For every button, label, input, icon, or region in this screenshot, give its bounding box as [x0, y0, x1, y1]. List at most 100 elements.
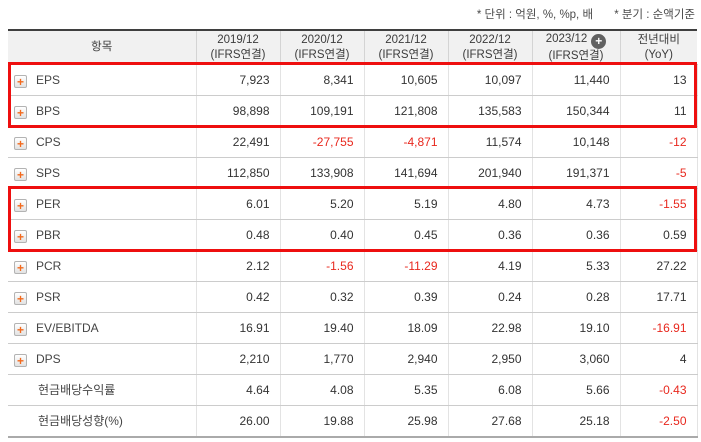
value-cell: 5.33 — [531, 250, 620, 282]
value-cell: 5.35 — [363, 374, 448, 406]
column-header--: 전년대비 (YoY) — [619, 30, 697, 65]
column-header-line2: (IFRS연결) — [210, 48, 266, 61]
value-cell: 2,210 — [195, 343, 280, 375]
value-cell: 10,605 — [363, 64, 448, 96]
plus-expand-icon[interactable]: + — [14, 199, 27, 212]
header-row: 항목 2019/12 (IFRS연결) 2020/12 (IFRS연결) 2021/12… — [8, 30, 697, 65]
column-header-line1: 2023/12 — [545, 32, 588, 45]
value-cell: 135,583 — [447, 95, 532, 127]
value-cell: 5.19 — [363, 188, 448, 220]
value-cell: 0.42 — [195, 281, 280, 313]
value-cell: -0.43 — [619, 374, 698, 406]
table-row: + PER 6.01 5.20 5.19 4.80 4.73 -1.55 — [8, 188, 698, 220]
value-cell: 4.08 — [279, 374, 364, 406]
financial-ratio-table: 항목 2019/12 (IFRS연결) 2020/12 (IFRS연결) 2021/12… — [8, 29, 698, 438]
row-label: EPS — [36, 73, 61, 87]
value-cell: 0.36 — [447, 219, 532, 251]
value-cell: 133,908 — [279, 157, 364, 189]
value-cell: 25.18 — [531, 405, 620, 438]
value-cell: 0.48 — [195, 219, 280, 251]
value-cell: 0.36 — [531, 219, 620, 251]
row-label: 현금배당수익률 — [38, 383, 116, 397]
table-row: + SPS 112,850 133,908 141,694 201,940 191,371-… — [8, 157, 698, 189]
column-header-line2: (IFRS연결) — [462, 48, 518, 61]
value-cell: -16.91 — [619, 312, 698, 344]
value-cell: 11,440 — [531, 64, 620, 96]
value-cell: 27.68 — [447, 405, 532, 438]
column-header-2021-12: 2021/12 (IFRS연결) — [363, 30, 448, 65]
column-header-line1: 2020/12 — [301, 33, 343, 46]
row-label: CPS — [36, 135, 61, 149]
value-cell: 27.22 — [619, 250, 698, 282]
value-cell: 22.98 — [447, 312, 532, 344]
value-cell: -1.55 — [619, 188, 698, 220]
value-cell: 6.08 — [447, 374, 532, 406]
table-row: + EPS 7,923 8,341 10,605 10,097 11,440 13 — [8, 64, 698, 96]
plus-expand-icon[interactable]: + — [14, 137, 27, 150]
value-cell: 0.24 — [447, 281, 532, 313]
value-cell: 112,850 — [195, 157, 280, 189]
value-cell: 26.00 — [195, 405, 280, 438]
plus-expand-icon[interactable]: + — [14, 106, 27, 119]
value-cell: 0.45 — [363, 219, 448, 251]
value-cell: 16.91 — [195, 312, 280, 344]
plus-expand-icon[interactable]: + — [14, 261, 27, 274]
value-cell: -27,755 — [279, 126, 364, 158]
plus-expand-icon[interactable]: + — [14, 323, 27, 336]
column-header-line1: 2022/12 — [469, 33, 511, 46]
value-cell: -11.29 — [363, 250, 448, 282]
value-cell: 0.39 — [363, 281, 448, 313]
value-cell: 2,940 — [363, 343, 448, 375]
table-row: 현금배당수익률 4.64 4.08 5.35 6.08 5.66 -0.43 — [8, 374, 698, 406]
value-cell: -1.56 — [279, 250, 364, 282]
value-cell: 121,808 — [363, 95, 448, 127]
value-cell: 5.66 — [531, 374, 620, 406]
row-label: PCR — [36, 259, 62, 273]
value-cell: 6.01 — [195, 188, 280, 220]
column-header-line1: 2019/12 — [217, 33, 259, 46]
plus-expand-icon[interactable]: + — [14, 75, 27, 88]
row-label: DPS — [36, 352, 61, 366]
column-header-line2: (YoY) — [644, 48, 673, 61]
row-label: 현금배당성향(%) — [38, 414, 123, 428]
value-cell: 2.12 — [195, 250, 280, 282]
row-label: PER — [36, 197, 61, 211]
row-label-cell: + EPS — [8, 64, 196, 96]
value-cell: 19.40 — [279, 312, 364, 344]
row-label-cell: + EV/EBITDA — [8, 312, 196, 344]
value-cell: 0.28 — [531, 281, 620, 313]
row-label-cell: + PSR — [8, 281, 196, 313]
row-label-cell: + PBR — [8, 219, 196, 251]
value-cell: 19.88 — [279, 405, 364, 438]
plus-expand-icon[interactable]: + — [14, 168, 27, 181]
table-row: + CPS 22,491 -27,755 -4,871 11,574 10,148 -12 — [8, 126, 698, 158]
column-header-line2: (IFRS연결) — [378, 48, 434, 61]
row-label-cell: + SPS — [8, 157, 196, 189]
row-label-cell: + PCR — [8, 250, 196, 282]
row-label-cell: + CPS — [8, 126, 196, 158]
plus-expand-icon[interactable]: + — [14, 230, 27, 243]
row-label: PSR — [36, 290, 61, 304]
row-label-cell: 현금배당수익률 — [8, 374, 196, 406]
column-header-line1: 전년대비 — [637, 33, 680, 46]
value-cell: 1,770 — [279, 343, 364, 375]
value-cell: 201,940 — [447, 157, 532, 189]
value-cell: 13 — [619, 64, 698, 96]
value-cell: 7,923 — [195, 64, 280, 96]
value-cell: 98,898 — [195, 95, 280, 127]
row-label-cell: + BPS — [8, 95, 196, 127]
column-header-line2: (IFRS연결) — [548, 49, 604, 62]
column-header-2022-12: 2022/12 (IFRS연결) — [447, 30, 532, 65]
value-cell: -12 — [619, 126, 698, 158]
table-row: + DPS 2,210 1,770 2,940 2,950 3,060 4 — [8, 343, 698, 375]
value-cell: 25.98 — [363, 405, 448, 438]
value-cell: 0.59 — [619, 219, 698, 251]
value-cell: 109,191 — [279, 95, 364, 127]
value-cell: 17.71 — [619, 281, 698, 313]
plus-expand-icon[interactable]: + — [14, 354, 27, 367]
plus-expand-icon[interactable]: + — [14, 292, 27, 305]
value-cell: 4.64 — [195, 374, 280, 406]
column-header-2019-12: 2019/12 (IFRS연결) — [195, 30, 280, 65]
plus-circle-icon[interactable]: + — [591, 33, 607, 49]
value-cell: 0.40 — [279, 219, 364, 251]
